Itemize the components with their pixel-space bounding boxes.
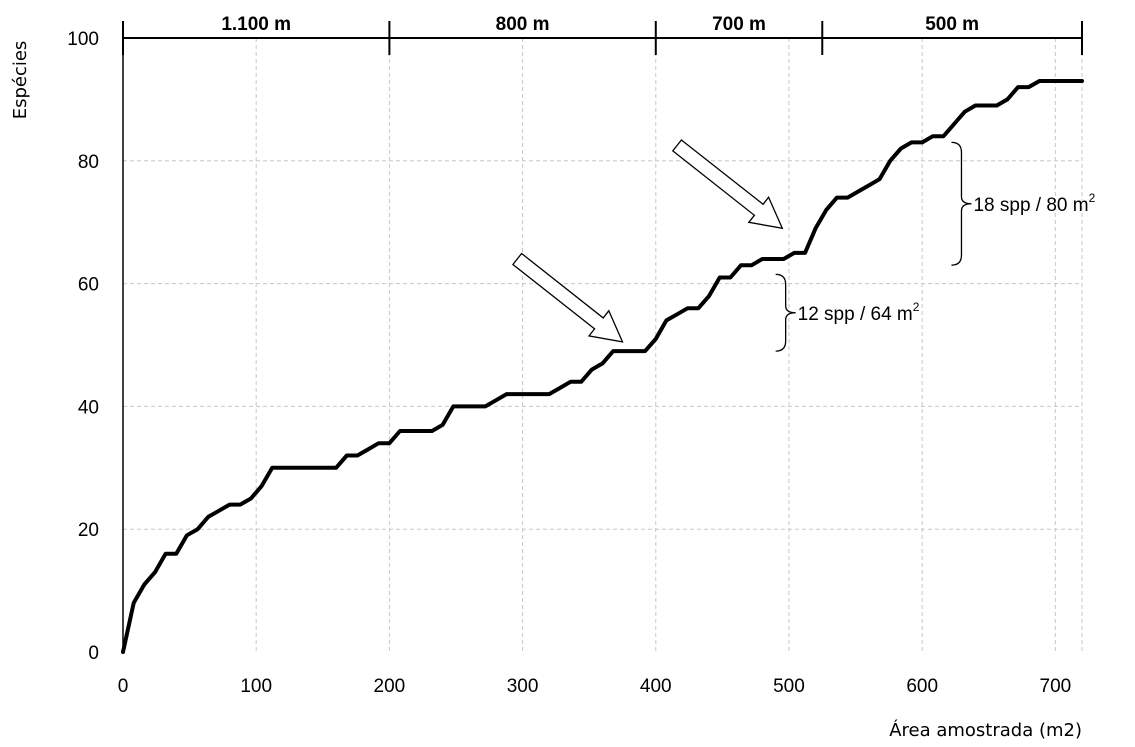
hollow-arrow: [671, 139, 784, 230]
segment-label: 700 m: [712, 14, 766, 35]
x-tick-label: 300: [507, 676, 539, 697]
y-axis-title: Espécies: [10, 41, 31, 120]
y-tick-label: 40: [78, 397, 99, 418]
y-tick-label: 100: [67, 29, 99, 50]
x-tick-label: 0: [118, 676, 129, 697]
hollow-arrow: [511, 252, 624, 343]
segment-label: 1.100 m: [221, 14, 291, 35]
distance-segments: 1.100 m 800 m 700 m 500 m: [122, 14, 1083, 55]
y-tick-label: 80: [78, 152, 99, 173]
curly-brace: [951, 141, 972, 266]
grid: [123, 38, 1083, 652]
x-tick-label: 400: [640, 676, 672, 697]
y-tick-label: 60: [78, 275, 99, 296]
segment-label: 800 m: [496, 14, 550, 35]
x-tick-label: 200: [374, 676, 406, 697]
tick-labels: 0 20 40 60 80 100 0 100 200 300 400 500 600 700: [67, 29, 1071, 697]
annotation-label: 18 spp / 80 m2: [973, 191, 1095, 216]
annotations: 12 spp / 64 m2 18 spp / 80 m2: [511, 139, 1096, 352]
x-tick-label: 600: [906, 676, 938, 697]
annotation-label: 12 spp / 64 m2: [798, 300, 920, 325]
y-tick-label: 20: [78, 520, 99, 541]
x-tick-label: 100: [240, 676, 272, 697]
x-tick-label: 700: [1040, 676, 1072, 697]
x-axis-title: Área amostrada (m2): [889, 719, 1082, 741]
plot-area: [121, 79, 1084, 654]
curly-brace: [775, 273, 796, 352]
segment-label: 500 m: [925, 14, 979, 35]
x-tick-label: 500: [773, 676, 805, 697]
y-tick-label: 0: [88, 643, 99, 664]
species-curve: [121, 79, 1084, 654]
